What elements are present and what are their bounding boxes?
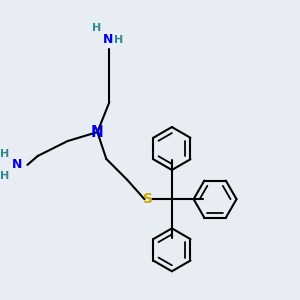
Text: S: S	[143, 192, 153, 206]
Text: N: N	[103, 33, 113, 46]
Text: N: N	[12, 158, 22, 171]
Text: H: H	[0, 171, 9, 181]
Text: N: N	[91, 124, 104, 140]
Text: H: H	[0, 148, 9, 159]
Text: H: H	[114, 35, 123, 45]
Text: H: H	[92, 23, 101, 33]
